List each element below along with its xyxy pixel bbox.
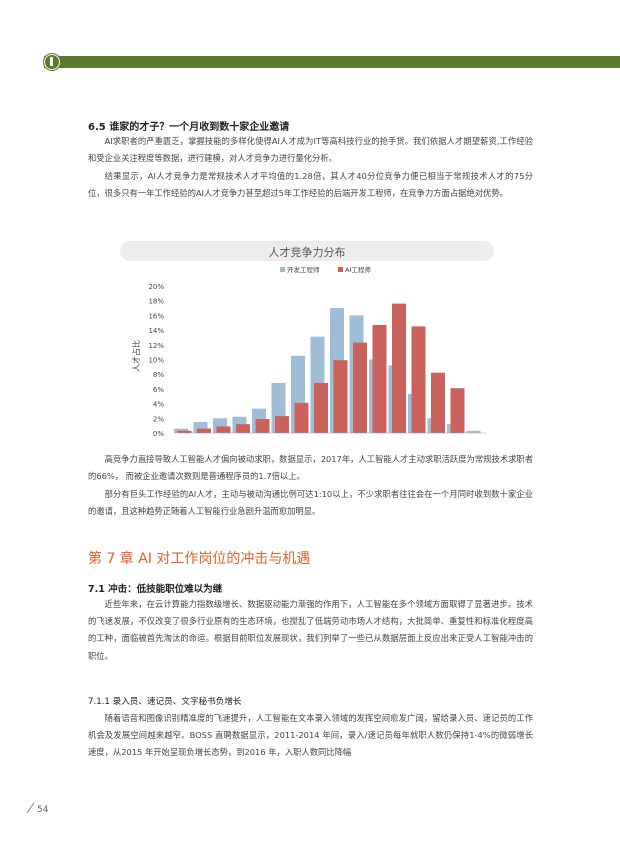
legend-swatch <box>280 267 285 272</box>
y-tick-label: 20% <box>148 283 164 291</box>
y-tick-label: 8% <box>153 371 164 379</box>
section-title-7-1-1: 7.1.1 录入员、速记员、文字秘书负增长 <box>88 697 242 707</box>
y-axis: 0% 2% 4% 6% 8% 10% 12% 14% 16% 18% 20% <box>148 283 164 438</box>
y-tick-label: 14% <box>148 327 164 335</box>
paragraph-1: AI求职者的严重匮乏，掌握技能的多样化使得AI人才成为IT等高科技行业的抢手货。… <box>88 136 533 164</box>
page-number: 54 <box>26 802 49 815</box>
bar-ai-engineer <box>450 388 465 433</box>
bar-ai-engineer <box>372 325 387 433</box>
bar-developer <box>193 422 208 433</box>
y-tick-label: 18% <box>148 298 164 306</box>
chart-legend: 开发工程师 AI工程师 <box>280 265 371 274</box>
page-number-text: 54 <box>37 805 49 815</box>
bar-ai-engineer <box>236 424 250 433</box>
paragraph-3: 高竞争力直接导致人工智能人才偏向被动求职，数据显示，2017年，人工智能人才主动… <box>88 454 533 482</box>
y-tick-label: 16% <box>148 312 164 320</box>
bar-ai-engineer <box>314 383 328 433</box>
y-tick-label: 10% <box>148 357 164 365</box>
y-tick-label: 2% <box>153 415 164 423</box>
y-axis-label: 人才占比 <box>131 340 141 372</box>
legend-label: AI工程师 <box>345 265 371 274</box>
bar-ai-engineer <box>392 303 406 433</box>
bar-ai-engineer <box>411 326 426 433</box>
header-bar <box>44 56 620 68</box>
legend-label: 开发工程师 <box>287 265 320 274</box>
chapter-title: 第 7 章 AI 对工作岗位的冲击与机遇 <box>88 551 311 567</box>
chart-title-band <box>120 241 494 261</box>
bar-ai-engineer <box>255 419 270 433</box>
y-tick-label: 0% <box>153 430 164 438</box>
section-title-7-1: 7.1 冲击：低技能职位难以为继 <box>88 584 223 595</box>
section-title-6-5: 6.5 谁家的才子？一个月收到数十家企业邀请 <box>88 122 290 133</box>
paragraph-4: 部分有巨头工作经验的AI人才，主动与被动沟通比例可达1:10以上，不少求职者往往… <box>88 489 533 517</box>
bar-ai-engineer <box>294 402 309 433</box>
bar-developer <box>174 428 188 433</box>
bar-ai-engineer <box>216 426 231 433</box>
y-tick-label: 12% <box>148 342 164 350</box>
paragraph-7-1-1: 随着语音和图像识别精准度的飞速提升，人工智能在文本录入领域的发挥空间愈发广阔，留… <box>88 713 533 758</box>
y-tick-label: 6% <box>153 386 164 394</box>
bars <box>174 303 486 434</box>
chart-title: 人才竞争力分布 <box>269 245 346 259</box>
paragraph-2: 结果显示，AI人才竞争力是常规技术人才平均值的1.28倍，其人才40分位竞争力便… <box>88 171 533 199</box>
competitiveness-chart: 人才竞争力分布 开发工程师 AI工程师 0% 2% 4% 6% 8% 10% 12% 14% 16… <box>120 241 494 445</box>
bar-ai-engineer <box>275 416 289 433</box>
legend-swatch <box>338 267 343 272</box>
bar-ai-engineer <box>197 428 211 433</box>
y-tick-label: 4% <box>153 401 164 409</box>
paragraph-7-1: 近些年来，在云计算能力指数级增长、数据驱动能力渐强的作用下，人工智能在多个领域方… <box>88 599 533 661</box>
bar-ai-engineer <box>177 430 192 433</box>
bar-developer <box>466 430 481 433</box>
info-icon <box>44 54 60 70</box>
bar-ai-engineer <box>353 342 367 433</box>
bar-ai-engineer <box>431 372 445 433</box>
chart-svg: 人才竞争力分布 开发工程师 AI工程师 0% 2% 4% 6% 8% 10% 12% 14% 16… <box>120 241 494 438</box>
bar-ai-engineer <box>333 360 348 433</box>
